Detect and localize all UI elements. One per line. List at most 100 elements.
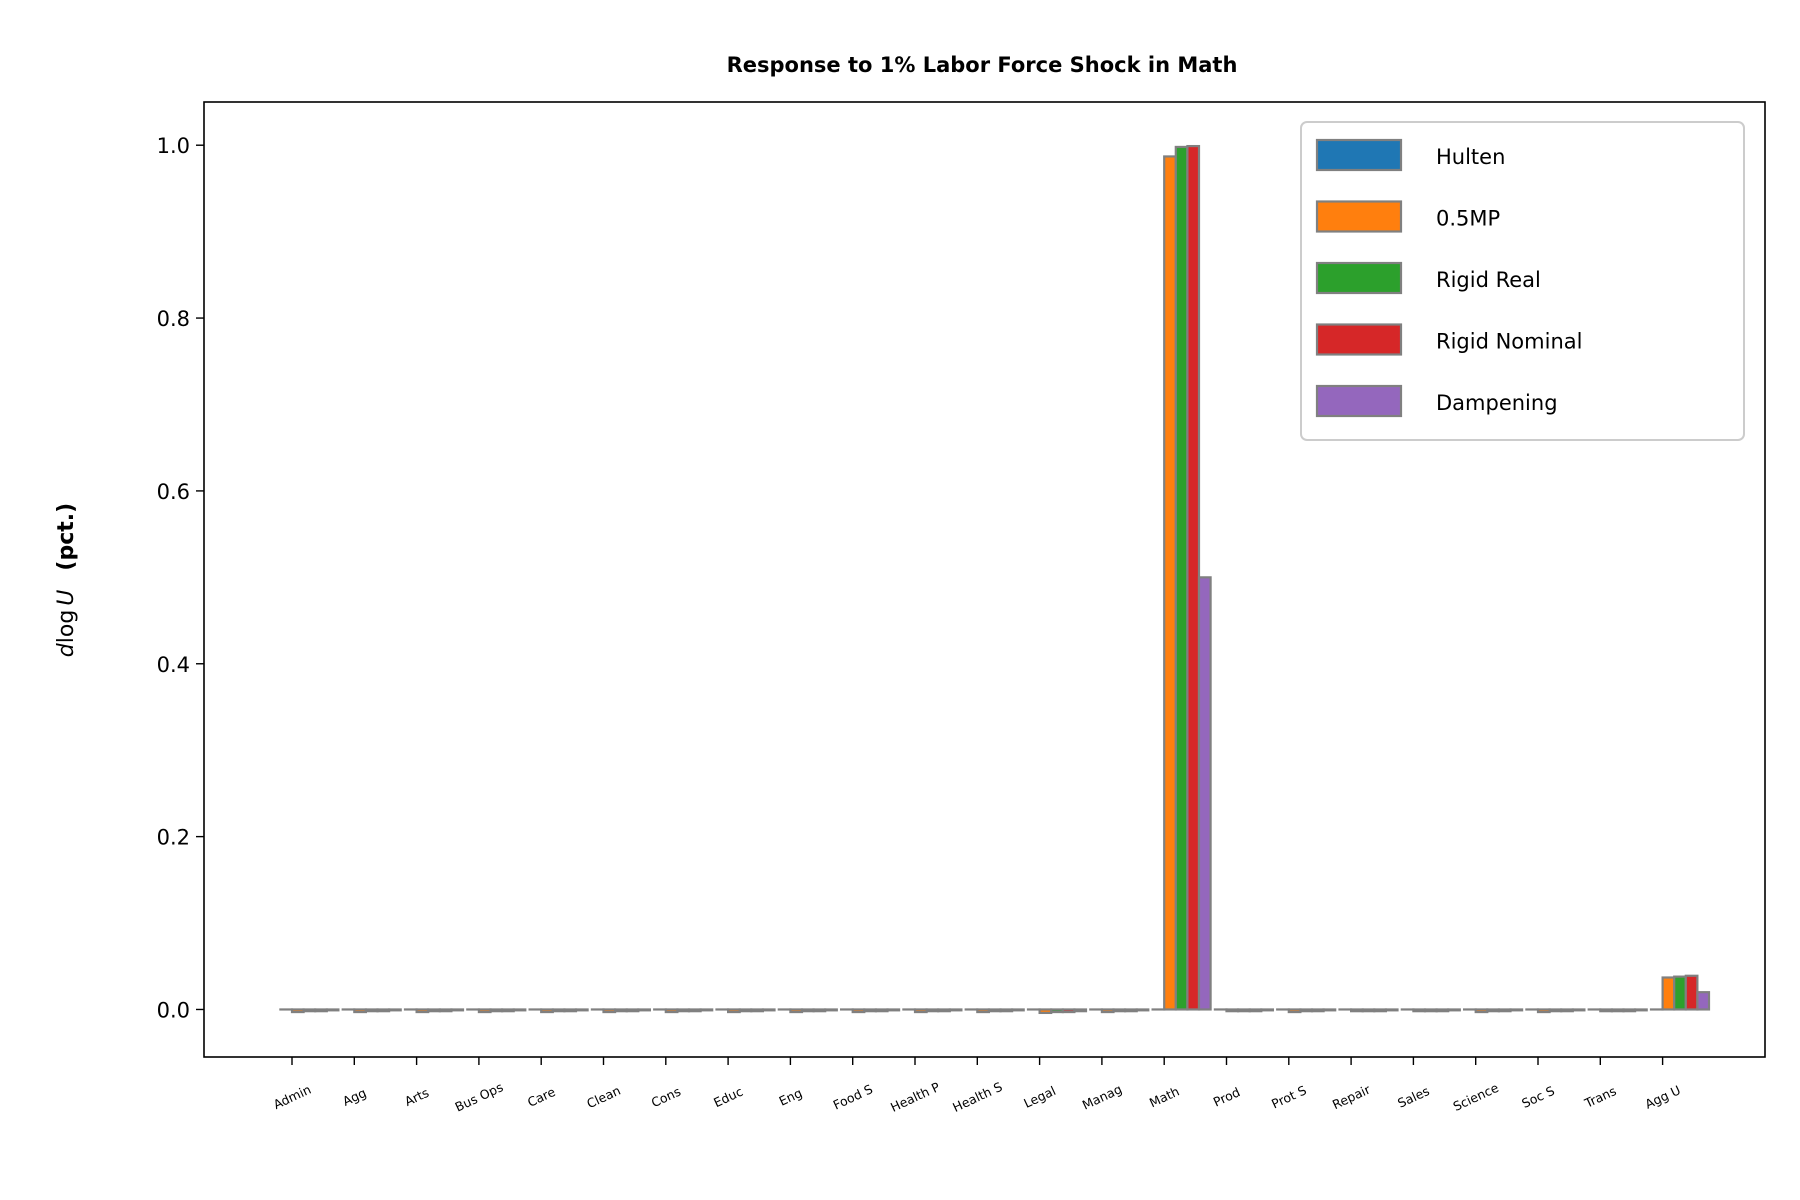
bar (699, 1008, 714, 1012)
bar (1287, 1008, 1302, 1014)
legend-label: Hulten (1436, 145, 1505, 169)
bar (302, 1008, 317, 1013)
bar (563, 1008, 578, 1013)
bar (489, 1008, 504, 1013)
bar (851, 1008, 866, 1014)
y-axis-label-math: dlog U (54, 590, 79, 658)
bar (1661, 976, 1676, 1011)
bar (1435, 1008, 1450, 1013)
bar (1260, 1008, 1275, 1012)
bar (477, 1008, 492, 1014)
bar (1673, 975, 1687, 1011)
y-axis: 0.0 0.2 0.4 0.6 0.8 1.0 (157, 134, 204, 1022)
bar (976, 1008, 990, 1014)
bar (1038, 1008, 1053, 1015)
bar (1447, 1008, 1461, 1012)
legend-label: Dampening (1436, 391, 1558, 415)
y-tick-label: 1.0 (157, 134, 190, 158)
ylabel-log: log (54, 610, 79, 644)
bar (1299, 1008, 1314, 1013)
bar (738, 1008, 753, 1013)
y-tick-label: 0.4 (157, 653, 190, 677)
legend-swatch (1315, 261, 1403, 295)
plot-frame (203, 101, 1766, 1058)
bar (1571, 1008, 1586, 1012)
bar (376, 1008, 391, 1013)
bar (1186, 144, 1201, 1011)
legend-box (1300, 121, 1745, 441)
bar (1310, 1008, 1325, 1013)
bar (987, 1008, 1002, 1013)
bar (1073, 1008, 1088, 1013)
bar (1497, 1008, 1512, 1013)
bar (937, 1008, 951, 1013)
y-axis-label-unit: (pct.) (54, 503, 79, 571)
bar (789, 1008, 804, 1014)
bar (1548, 1008, 1563, 1013)
bar (687, 1008, 702, 1013)
bar (1061, 1008, 1076, 1014)
y-tick-label: 0.2 (157, 826, 190, 850)
bar (1560, 1008, 1574, 1013)
bar (1248, 1008, 1263, 1013)
bar (1236, 1008, 1251, 1013)
bar (540, 1008, 554, 1014)
bar (613, 1008, 628, 1013)
chart-title: Response to 1% Labor Force Shock in Math (727, 53, 1238, 77)
bar (1100, 1008, 1115, 1014)
bar (999, 1008, 1014, 1013)
bar (1174, 145, 1189, 1011)
bar (314, 1008, 328, 1013)
bar (1112, 1008, 1127, 1013)
bar (1123, 1008, 1138, 1013)
bar (625, 1008, 640, 1013)
y-tick-label: 0.8 (157, 307, 190, 331)
bar (501, 1008, 515, 1013)
bar (1610, 1008, 1625, 1013)
bar (824, 1008, 838, 1012)
bar (353, 1008, 367, 1014)
bar (1322, 1008, 1337, 1012)
bar (574, 1008, 589, 1012)
bar (551, 1008, 566, 1013)
y-tick-label: 0.6 (157, 480, 190, 504)
bar (1423, 1008, 1438, 1013)
legend-label: Rigid Real (1436, 268, 1541, 292)
ylabel-u: U (54, 590, 79, 606)
legend-label: 0.5MP (1436, 207, 1500, 231)
bar (290, 1008, 305, 1014)
bar (1349, 1008, 1364, 1013)
bar (1197, 576, 1212, 1011)
bar (602, 1008, 617, 1014)
bar (1622, 1008, 1637, 1013)
bar (913, 1008, 928, 1014)
bar (676, 1008, 691, 1013)
bar (726, 1008, 741, 1014)
bar (1696, 991, 1711, 1011)
bar (863, 1008, 877, 1013)
legend-swatch (1315, 138, 1403, 172)
bar (388, 1008, 402, 1012)
bar (1536, 1008, 1551, 1014)
bar (925, 1008, 940, 1013)
bar (1509, 1008, 1524, 1012)
bar (450, 1008, 465, 1012)
y-axis-label: dlog U (pct.) (54, 503, 79, 657)
bar (1384, 1008, 1399, 1012)
bar (1373, 1008, 1388, 1013)
bar (1010, 1008, 1025, 1012)
y-tick-label: 0.0 (157, 998, 190, 1022)
bar (512, 1008, 527, 1012)
legend-swatch (1315, 323, 1403, 356)
bar (1684, 974, 1699, 1011)
legend-label: Rigid Nominal (1436, 330, 1582, 354)
bar (1163, 155, 1177, 1011)
bar (874, 1008, 889, 1013)
legend: Hulten 0.5MP Rigid Real Rigid Nominal Dampen… (1300, 121, 1745, 441)
legend-swatch (1315, 200, 1403, 233)
bar (812, 1008, 827, 1013)
bar (364, 1008, 379, 1013)
bar (1633, 1008, 1648, 1012)
ylabel-d: d (54, 642, 79, 657)
bar (325, 1008, 340, 1012)
